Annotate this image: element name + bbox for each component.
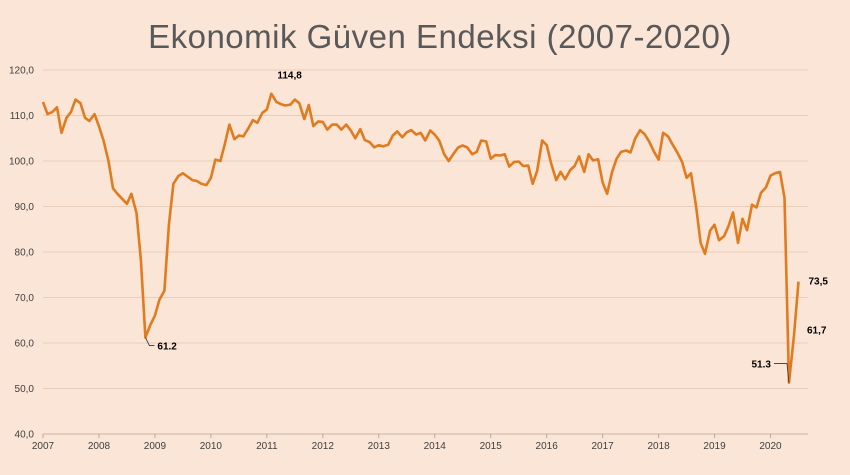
y-tick-label: 70,0 — [15, 293, 35, 304]
data-label: 61.2 — [157, 342, 177, 353]
y-tick-label: 110,0 — [10, 111, 35, 122]
data-label: 73,5 — [808, 277, 828, 288]
x-tick-label: 2009 — [144, 441, 167, 452]
x-tick-label: 2012 — [312, 441, 335, 452]
x-tick-label: 2013 — [368, 441, 391, 452]
x-tick-label: 2014 — [424, 441, 447, 452]
y-tick-label: 120,0 — [9, 66, 34, 77]
y-tick-label: 50,0 — [15, 384, 35, 395]
x-tick-label: 2017 — [591, 441, 614, 452]
x-tick-label: 2016 — [536, 441, 559, 452]
x-tick-label: 2007 — [32, 441, 55, 452]
x-tick-label: 2010 — [200, 441, 223, 452]
data-label: 51.3 — [752, 360, 772, 371]
y-tick-label: 60,0 — [15, 339, 35, 350]
x-tick-label: 2015 — [480, 441, 503, 452]
annotation-leader — [773, 363, 790, 383]
y-tick-label: 40,0 — [15, 430, 35, 441]
x-tick-label: 2018 — [647, 441, 670, 452]
x-tick-label: 2011 — [256, 441, 278, 452]
chart-title: Ekonomik Güven Endeksi (2007-2020) — [148, 18, 732, 55]
x-tick-label: 2020 — [759, 441, 782, 452]
x-tick-label: 2008 — [88, 441, 111, 452]
data-label: 114,8 — [277, 71, 302, 82]
y-tick-label: 100,0 — [9, 157, 34, 168]
data-label: 61,7 — [807, 325, 827, 336]
series-line — [41, 92, 800, 384]
y-tick-label: 90,0 — [15, 202, 35, 213]
x-tick-label: 2019 — [703, 441, 726, 452]
annotation-leader — [145, 337, 155, 346]
y-tick-label: 80,0 — [15, 248, 35, 259]
